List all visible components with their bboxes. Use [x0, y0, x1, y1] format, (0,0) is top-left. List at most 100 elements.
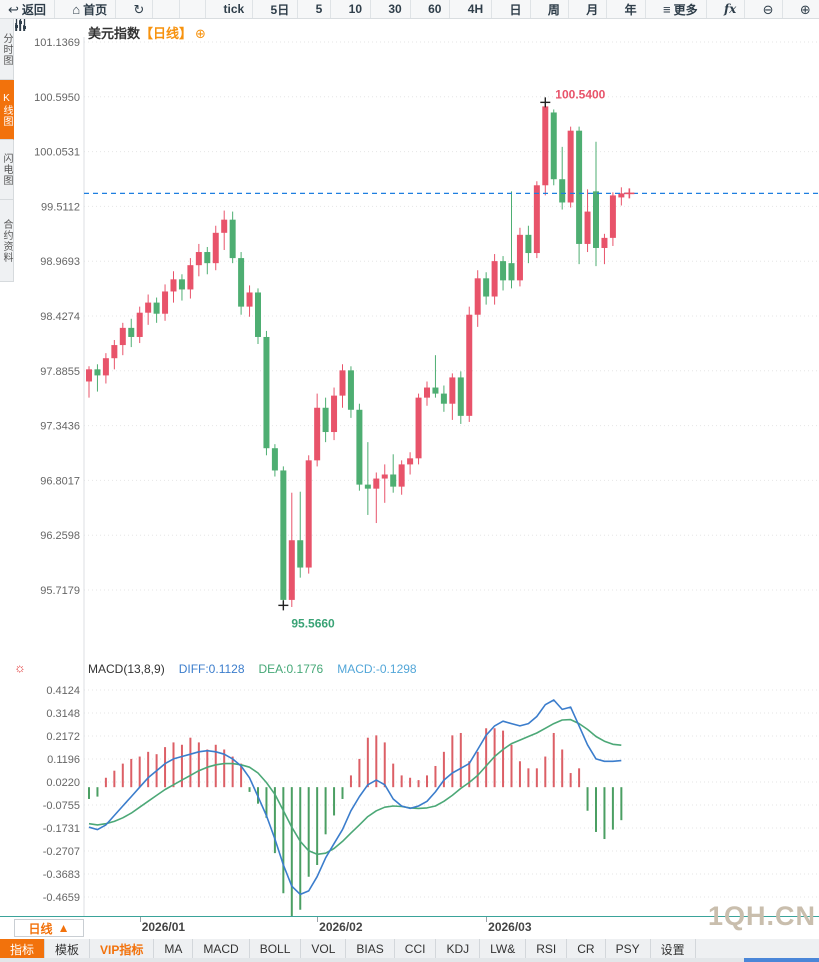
toolbar-period-5day-label: 5日 [270, 2, 290, 17]
svg-text:0.2172: 0.2172 [46, 731, 80, 743]
sidebar-tab-lightning-chart[interactable]: 闪电图 [0, 140, 14, 200]
toolbar-period-week[interactable]: 周 [540, 0, 569, 18]
toolbar-period-week-label: 周 [547, 2, 560, 17]
tab-lwr[interactable]: LW& [480, 939, 527, 959]
toolbar-period-60min-label: 60 [428, 2, 442, 16]
svg-text:95.7179: 95.7179 [40, 585, 80, 597]
tab-boll[interactable]: BOLL [250, 939, 302, 959]
toolbar-kline-chart-type[interactable] [15, 0, 180, 31]
diff-value-label: DIFF:0.1128 [178, 662, 245, 676]
refresh-icon: ↻ [133, 1, 145, 17]
month-tick [486, 917, 488, 922]
toolbar-period-day[interactable]: 日 [502, 0, 531, 18]
toolbar-period-5min[interactable]: 5 [308, 0, 332, 18]
arrow-up-icon: ▲ [57, 921, 70, 935]
tab-indicator[interactable]: 指标 [0, 939, 46, 959]
period-tag: 【日线】 [140, 26, 193, 41]
tab-bias[interactable]: BIAS [346, 939, 395, 959]
toolbar-period-tick-label: tick [223, 2, 245, 16]
svg-text:0.3148: 0.3148 [46, 708, 80, 720]
svg-text:97.8855: 97.8855 [40, 366, 80, 378]
toolbar-home[interactable]: ⌂ 首页 [64, 0, 117, 18]
svg-text:95.5660: 95.5660 [291, 616, 335, 630]
toolbar-period-month[interactable]: 月 [578, 0, 608, 18]
macd-value-label: MACD:-0.1298 [337, 662, 417, 676]
toolbar-period-60min[interactable]: 60 [420, 0, 451, 18]
svg-text:99.5112: 99.5112 [41, 201, 80, 213]
svg-text:100.5400: 100.5400 [555, 87, 605, 101]
svg-text:98.9693: 98.9693 [40, 256, 80, 268]
toolbar-refresh[interactable]: ↻ [126, 0, 154, 18]
toolbar-period-30min-label: 30 [388, 2, 402, 16]
toolbar-period-month-label: 月 [586, 2, 599, 17]
tab-kdj[interactable]: KDJ [436, 939, 481, 959]
toolbar-home-label: 首页 [83, 2, 108, 17]
svg-text:-0.3683: -0.3683 [43, 869, 80, 881]
tab-template[interactable]: 模板 [45, 939, 91, 959]
svg-text:-0.4659: -0.4659 [43, 892, 80, 904]
tab-macd[interactable]: MACD [193, 939, 250, 959]
toolbar-zoom-out[interactable]: ⊖ [755, 0, 783, 18]
toolbar-more-menu-label: 更多 [673, 2, 698, 17]
month-label: 2026/01 [141, 920, 186, 934]
indicator-tab-bar: 指标 模板 VIP指标 MA MACD BOLL VOL BIAS CCI KDJ LW& RSI CR… [0, 938, 819, 959]
svg-text:100.5950: 100.5950 [34, 92, 80, 104]
chart-type-sidebar: 分时图 K线图 闪电图 合约资料 [0, 19, 14, 282]
toolbar-period-10min[interactable]: 10 [341, 0, 371, 18]
svg-text:101.1369: 101.1369 [34, 37, 80, 49]
toolbar-back[interactable]: ↩ 返回 [0, 0, 55, 18]
toolbar-period-year[interactable]: 年 [617, 0, 646, 18]
more-menu-icon: ≡ [663, 1, 671, 17]
zoom-out-icon: ⊖ [762, 1, 774, 17]
x-axis-row: 日线 ▲ 2026/01 2026/02 2026/03 [0, 916, 819, 939]
toolbar-more-menu[interactable]: ≡ 更多 [655, 0, 707, 18]
macd-settings-icon[interactable]: ☼ [14, 660, 26, 675]
tab-vol[interactable]: VOL [301, 939, 347, 959]
add-overlay-icon[interactable]: ⊕ [195, 26, 206, 41]
svg-text:0.0220: 0.0220 [46, 777, 80, 789]
svg-text:-0.2707: -0.2707 [43, 846, 80, 858]
period-selector-button[interactable]: 日线 ▲ [14, 919, 84, 937]
tab-settings[interactable]: 设置 [651, 939, 696, 959]
toolbar-fx[interactable]: fx [716, 0, 746, 18]
month-tick [139, 917, 141, 922]
back-icon: ↩ [8, 1, 19, 17]
zoom-in-icon: ⊕ [799, 1, 811, 17]
toolbar-period-4h[interactable]: 4H [460, 0, 493, 18]
dea-value-label: DEA:0.1776 [258, 662, 324, 676]
toolbar-period-4h-label: 4H [467, 2, 484, 16]
svg-text:100.0531: 100.0531 [34, 147, 80, 159]
toolbar-period-5day[interactable]: 5日 [263, 0, 299, 18]
bottom-scrollbar-track [0, 958, 819, 962]
macd-header: MACD(13,8,9) DIFF:0.1128 DEA:0.1776 MACD:-0… [88, 662, 431, 676]
sidebar-tab-kline-chart[interactable]: K线图 [0, 80, 14, 140]
month-label: 2026/02 [319, 920, 363, 934]
candlestick-macd-chart[interactable]: 101.1369 100.5950 100.0531 99.5112 98.9693 98… [14, 19, 819, 916]
chart-title: 美元指数【日线】 ⊕ [88, 23, 206, 42]
sidebar-tab-contract-info[interactable]: 合约资料 [0, 200, 14, 282]
tab-cci[interactable]: CCI [395, 939, 437, 959]
toolbar-period-tick[interactable]: tick [216, 0, 254, 18]
svg-text:96.8017: 96.8017 [40, 475, 80, 487]
svg-text:-0.0755: -0.0755 [43, 800, 80, 812]
toolbar-period-year-label: 年 [624, 2, 637, 17]
svg-text:0.1196: 0.1196 [47, 754, 80, 766]
bottom-scrollbar-thumb[interactable] [744, 958, 819, 962]
toolbar-period-30min[interactable]: 30 [380, 0, 411, 18]
tab-psy[interactable]: PSY [606, 939, 651, 959]
tab-vip-indicator[interactable]: VIP指标 [90, 939, 155, 959]
svg-text:97.3436: 97.3436 [40, 421, 80, 433]
month-label: 2026/03 [488, 920, 532, 934]
macd-params-label: MACD(13,8,9) [88, 662, 165, 676]
instrument-name: 美元指数 [88, 26, 141, 41]
sidebar-tab-time-chart[interactable]: 分时图 [0, 19, 14, 80]
tab-ma[interactable]: MA [154, 939, 194, 959]
toolbar-indicator-settings[interactable] [15, 0, 207, 31]
tab-cr[interactable]: CR [567, 939, 606, 959]
tab-rsi[interactable]: RSI [526, 939, 568, 959]
toolbar-back-label: 返回 [21, 2, 46, 17]
toolbar-period-10min-label: 10 [348, 2, 362, 16]
toolbar-period-5min-label: 5 [315, 2, 323, 16]
toolbar-zoom-in[interactable]: ⊕ [792, 0, 819, 18]
